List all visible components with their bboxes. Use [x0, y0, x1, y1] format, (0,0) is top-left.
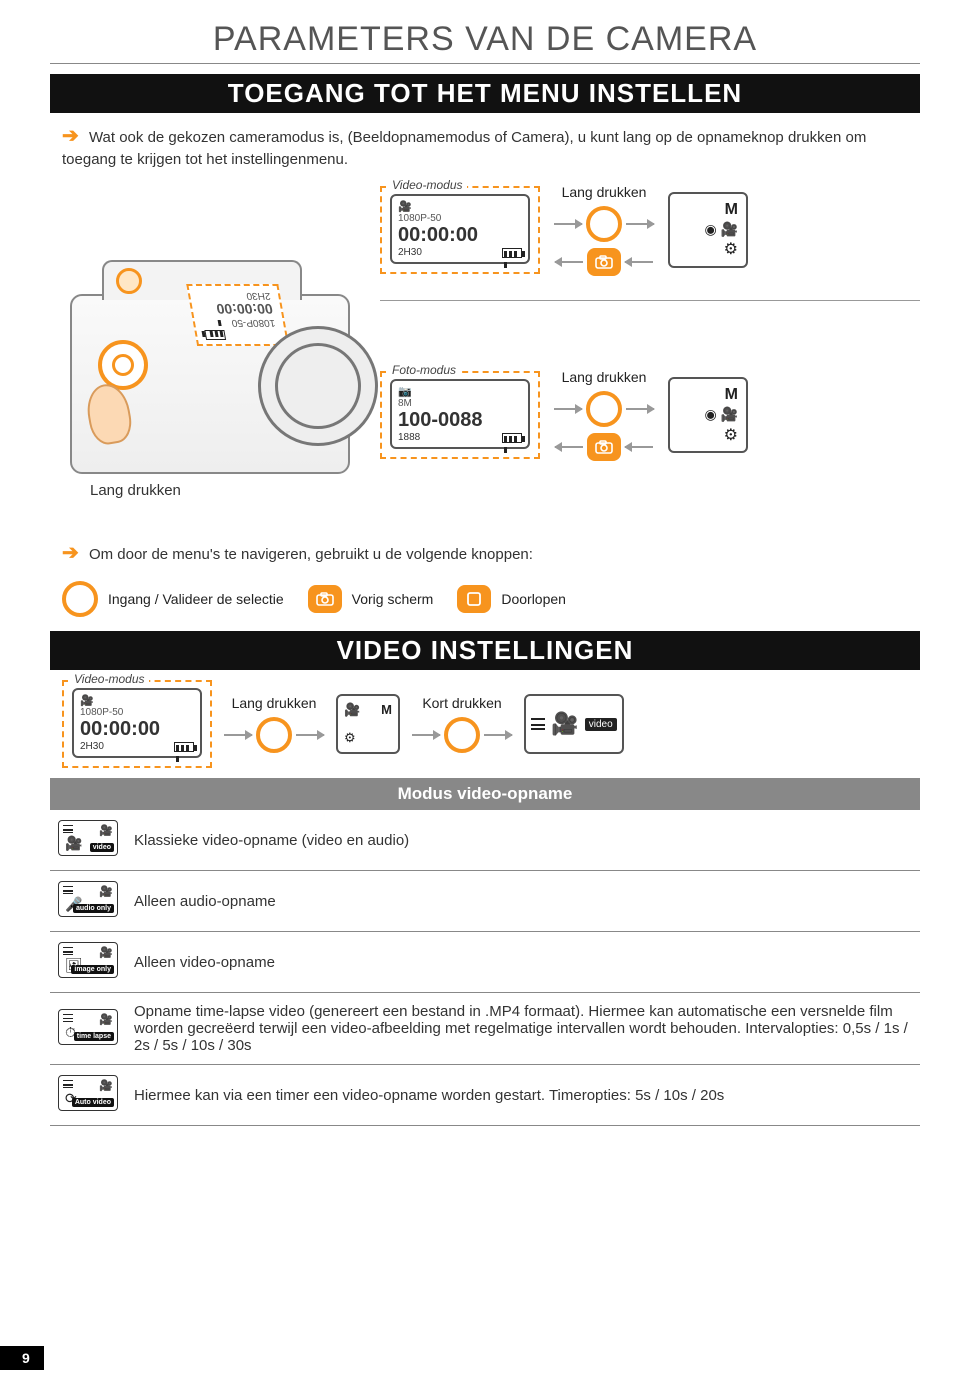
- page-title: PARAMETERS VAN DE CAMERA: [50, 20, 920, 59]
- mode-select-box: M ◉ 🎥 ⚙: [668, 377, 748, 453]
- camera-lcd-icon: 1080P-50 00:00:00 2H30: [187, 284, 290, 346]
- table-row: 🎥 ⏱ time lapse Opname time-lapse video (…: [50, 993, 920, 1065]
- nav-enter-label: Ingang / Valideer de selectie: [108, 591, 284, 608]
- section-menu-access: TOEGANG TOT HET MENU INSTELLEN: [50, 74, 920, 113]
- shutter-button-icon: [98, 340, 148, 390]
- page-number: 9: [0, 1346, 44, 1370]
- video-lcd-2: 🎥 1080P-50 00:00:00 2H30: [72, 688, 202, 758]
- access-diagram: 1080P-50 00:00:00 2H30 Lang drukken Vide…: [50, 184, 920, 524]
- flow-video-row: Video-modus 🎥 1080P-50 00:00:00 2H30 Lan…: [380, 184, 920, 276]
- mode-desc-cell: Opname time-lapse video (genereert een b…: [126, 993, 920, 1065]
- camera-chip-icon: [308, 585, 342, 613]
- nav-buttons-legend: Ingang / Valideer de selectie Vorig sche…: [62, 581, 920, 617]
- title-rule: [50, 63, 920, 64]
- table-row: 🎥 🖼 image only Alleen video-opname: [50, 932, 920, 993]
- intro-text: Wat ook de gekozen cameramodus is, (Beel…: [62, 129, 866, 168]
- mode-select-box: M ◉ 🎥 ⚙: [668, 192, 748, 268]
- finger-press-icon: [83, 381, 135, 447]
- press-label: Lang drukken: [562, 369, 647, 385]
- press-label: Lang drukken: [562, 184, 647, 200]
- camera-illustration: 1080P-50 00:00:00 2H30 Lang drukken: [50, 184, 370, 524]
- video-menu-box: 🎥 video: [524, 694, 624, 754]
- table-row: 🎥 ⟳ Auto video Hiermee kan via een timer…: [50, 1065, 920, 1126]
- flow-foto-row: Foto-modus 📷 8M 100-0088 1888 Lang drukk…: [380, 369, 920, 461]
- mode-icon-cell: 🎥 🎥 video: [50, 810, 126, 871]
- mode-desc-cell: Alleen audio-opname: [126, 871, 920, 932]
- ring-button-icon: [586, 206, 622, 242]
- mode-icon-cell: 🎥 ⏱ time lapse: [50, 993, 126, 1065]
- modes-table: Modus video-opname 🎥 🎥 video Klassieke v…: [50, 778, 920, 1126]
- mode-icon: 🎥 ⟳ Auto video: [58, 1075, 118, 1111]
- camera-chip-icon: [587, 248, 621, 276]
- table-header: Modus video-opname: [50, 778, 920, 810]
- nav-intro: ➔ Om door de menu's te navigeren, gebrui…: [50, 540, 920, 567]
- camera-press-label: Lang drukken: [90, 482, 370, 499]
- mode-icon: 🎥 ⏱ time lapse: [58, 1009, 118, 1045]
- camera-chip-icon: [587, 433, 621, 461]
- video-badge: video: [585, 718, 617, 731]
- ring-button-icon: [62, 581, 98, 617]
- mode-icon: 🎥 🎥 video: [58, 820, 118, 856]
- video-lcd: 🎥 1080P-50 00:00:00 2H30: [390, 194, 530, 264]
- ring-button-icon: [444, 717, 480, 753]
- mode-desc-cell: Hiermee kan via een timer een video-opna…: [126, 1065, 920, 1126]
- camera-lens-icon: [258, 326, 378, 446]
- stop-chip-icon: [457, 585, 491, 613]
- foto-modus-box: Foto-modus 📷 8M 100-0088 1888: [380, 371, 540, 459]
- foto-lcd: 📷 8M 100-0088 1888: [390, 379, 530, 449]
- video-camera-icon: 🎥: [551, 711, 578, 737]
- gear-icon: ⚙: [344, 730, 392, 746]
- video-modus-box: Video-modus 🎥 1080P-50 00:00:00 2H30: [380, 186, 540, 274]
- video-modus-box-2: Video-modus 🎥 1080P-50 00:00:00 2H30: [62, 680, 212, 768]
- video-modus-label: Video-modus: [388, 178, 467, 192]
- nav-back-label: Vorig scherm: [352, 591, 434, 608]
- ring-button-icon: [586, 391, 622, 427]
- arrow-icon: ➔: [62, 542, 79, 564]
- mode-desc-cell: Alleen video-opname: [126, 932, 920, 993]
- arrow-icon: ➔: [62, 125, 79, 147]
- table-row: 🎥 🎥 video Klassieke video-opname (video …: [50, 810, 920, 871]
- video-settings-flow: Video-modus 🎥 1080P-50 00:00:00 2H30 Lan…: [62, 680, 920, 768]
- ring-button-icon: [256, 717, 292, 753]
- gear-icon: ⚙: [724, 425, 738, 445]
- mode-icon-cell: 🎥 🖼 image only: [50, 932, 126, 993]
- mode-m-box: 🎥M ⚙: [336, 694, 400, 754]
- mode-icon-cell: 🎥 ⟳ Auto video: [50, 1065, 126, 1126]
- menu-icon: [531, 718, 545, 730]
- nav-cycle-label: Doorlopen: [501, 591, 566, 608]
- gear-icon: ⚙: [724, 239, 738, 259]
- table-row: 🎥 🎤 audio only Alleen audio-opname: [50, 871, 920, 932]
- mode-desc-cell: Klassieke video-opname (video en audio): [126, 810, 920, 871]
- mode-icon: 🎥 🖼 image only: [58, 942, 118, 978]
- foto-modus-label: Foto-modus: [388, 363, 460, 377]
- mode-icon-cell: 🎥 🎤 audio only: [50, 871, 126, 932]
- mode-icon: 🎥 🎤 audio only: [58, 881, 118, 917]
- section-video-settings: VIDEO INSTELLINGEN: [50, 631, 920, 670]
- intro-paragraph: ➔ Wat ook de gekozen cameramodus is, (Be…: [50, 123, 920, 170]
